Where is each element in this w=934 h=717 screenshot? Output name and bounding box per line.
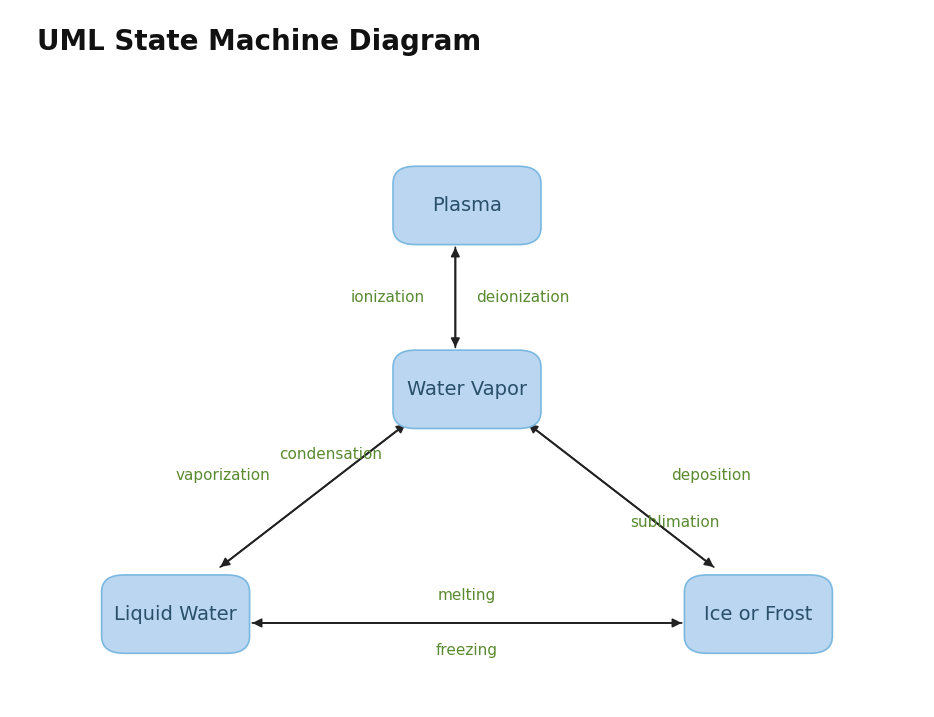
FancyBboxPatch shape bbox=[393, 350, 541, 429]
Text: condensation: condensation bbox=[279, 447, 382, 462]
Text: deposition: deposition bbox=[671, 467, 751, 483]
Text: sublimation: sublimation bbox=[630, 516, 719, 531]
Text: UML State Machine Diagram: UML State Machine Diagram bbox=[36, 29, 481, 57]
Text: vaporization: vaporization bbox=[176, 467, 271, 483]
Text: Ice or Frost: Ice or Frost bbox=[704, 604, 813, 624]
Text: Water Vapor: Water Vapor bbox=[407, 380, 527, 399]
Text: deionization: deionization bbox=[476, 290, 570, 305]
Text: Liquid Water: Liquid Water bbox=[114, 604, 237, 624]
Text: Plasma: Plasma bbox=[432, 196, 502, 215]
Text: melting: melting bbox=[438, 588, 496, 603]
FancyBboxPatch shape bbox=[102, 575, 249, 653]
FancyBboxPatch shape bbox=[393, 166, 541, 244]
Text: ionization: ionization bbox=[351, 290, 425, 305]
Text: freezing: freezing bbox=[436, 642, 498, 657]
FancyBboxPatch shape bbox=[685, 575, 832, 653]
